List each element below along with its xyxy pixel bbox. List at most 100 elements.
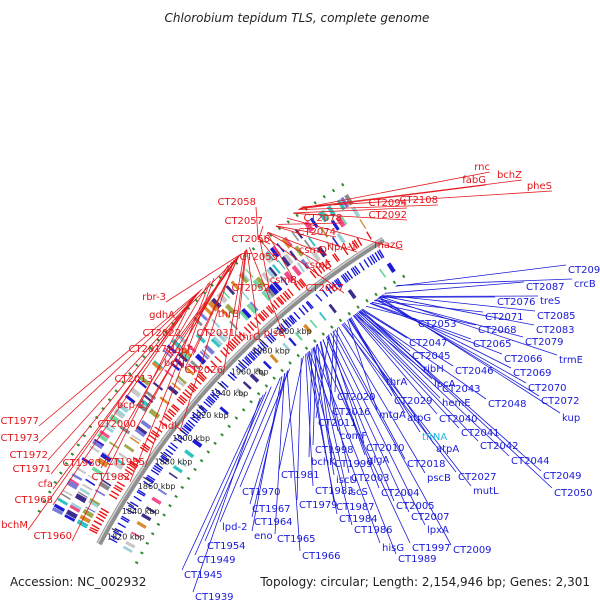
- reverse-gene-label: CT1967: [252, 504, 291, 515]
- reverse-gene: [185, 422, 194, 429]
- reverse-label-leader: [332, 331, 452, 546]
- reverse-label-leader: [377, 297, 524, 338]
- forward-gene-label: CT2026: [184, 365, 223, 376]
- forward-label-leader: [52, 295, 196, 506]
- feature-block: [171, 338, 182, 350]
- feature-block: [194, 353, 207, 365]
- reverse-gene-label: CT1984: [339, 514, 378, 525]
- forward-gene: [98, 510, 108, 517]
- reverse-gene-label: CT1981: [281, 470, 320, 481]
- reverse-gene: [146, 476, 155, 483]
- dotted-guide-rings: [37, 180, 407, 565]
- forward-gene: [124, 468, 133, 476]
- forward-gene-label: csmD: [299, 245, 327, 256]
- genome-backbone-layer: [96, 236, 386, 546]
- tick-label: 1840 kbp: [122, 507, 160, 516]
- forward-gene: [270, 302, 278, 311]
- feature-block: [262, 360, 272, 370]
- forward-label-leader: [300, 179, 523, 209]
- reverse-label-leader: [192, 397, 261, 593]
- forward-gene: [351, 240, 358, 249]
- forward-gene-label: CT2017: [128, 344, 167, 355]
- feature-block: [339, 214, 348, 225]
- forward-label-leader: [246, 249, 261, 343]
- forward-gene-label: rlpA-1: [327, 242, 357, 253]
- feature-block: [249, 373, 260, 383]
- feature-block: [212, 336, 223, 347]
- reverse-gene: [352, 266, 359, 276]
- feature-block: [272, 280, 283, 292]
- reverse-label-leader: [286, 371, 301, 552]
- reverse-gene-label: CT1949: [197, 555, 236, 566]
- reverse-gene-label: atpA: [436, 444, 459, 455]
- feature-block: [62, 489, 73, 497]
- reverse-gene: [110, 535, 120, 541]
- forward-gene: [139, 446, 149, 453]
- reverse-label-leader: [305, 354, 314, 487]
- forward-gene-label: CT2022: [142, 328, 181, 339]
- forward-gene-label: bchJ: [164, 358, 185, 369]
- feature-block: [201, 349, 211, 358]
- reverse-label-leader: [354, 313, 479, 442]
- tick-mark: [143, 476, 151, 482]
- reverse-label-leader: [181, 394, 264, 571]
- feature-block: [77, 491, 88, 499]
- reverse-gene: [163, 451, 172, 459]
- forward-gene-label: rbr-3: [142, 292, 166, 303]
- reverse-gene: [333, 279, 341, 288]
- map-title: Chlorobium tepidum TLS, complete genome: [165, 11, 430, 25]
- feature-block: [177, 375, 187, 385]
- reverse-label-leader: [361, 309, 408, 339]
- tick-mark: [237, 359, 245, 367]
- feature-block: [192, 438, 203, 448]
- reverse-gene-label: CT2065: [473, 339, 512, 350]
- forward-gene: [296, 280, 304, 289]
- feature-block: [359, 219, 367, 230]
- reverse-gene: [250, 350, 258, 358]
- forward-gene: [333, 252, 341, 262]
- feature-block: [216, 332, 227, 343]
- feature-block: [219, 330, 229, 340]
- forward-gene-label: CT1980: [62, 458, 101, 469]
- feature-block: [280, 275, 289, 286]
- reverse-label-leader: [369, 303, 503, 355]
- reverse-gene: [165, 448, 174, 456]
- forward-gene: [93, 520, 103, 526]
- reverse-label-leader: [327, 335, 410, 513]
- reverse-gene: [253, 347, 262, 355]
- reverse-gene-label: CT2016: [332, 407, 371, 418]
- reverse-gene: [176, 433, 185, 441]
- forward-gene: [243, 326, 252, 334]
- feature-block: [101, 479, 112, 487]
- feature-block: [166, 344, 177, 354]
- reverse-gene-label: mutL: [473, 486, 499, 497]
- reverse-label-leader: [313, 346, 347, 488]
- reverse-gene-label: atpG: [407, 413, 431, 424]
- forward-label-leader: [275, 225, 358, 253]
- feature-block: [351, 206, 361, 218]
- forward-gene: [89, 526, 99, 532]
- tick-label: 1900 kbp: [172, 434, 210, 443]
- forward-gene: [238, 331, 246, 339]
- feature-block: [119, 425, 131, 435]
- forward-gene-label: CT1968: [14, 495, 53, 506]
- reverse-label-leader: [334, 329, 406, 460]
- reverse-gene: [184, 424, 192, 431]
- forward-gene: [325, 258, 332, 268]
- forward-gene: [210, 360, 218, 368]
- reverse-gene: [288, 315, 296, 324]
- feature-block: [96, 432, 108, 443]
- reverse-gene-label: CT2048: [488, 399, 527, 410]
- reverse-label-leader: [353, 314, 460, 429]
- reverse-gene: [136, 490, 145, 497]
- reverse-gene-label: CT2011: [318, 418, 357, 429]
- forward-gene: [199, 371, 207, 380]
- reverse-gene-label: CT2066: [504, 354, 543, 365]
- forward-label-leader: [50, 291, 200, 475]
- reverse-gene: [206, 396, 215, 404]
- feature-block: [242, 381, 252, 390]
- dotted-ring: [134, 274, 407, 565]
- feature-block: [204, 344, 215, 355]
- reverse-label-leader: [396, 278, 573, 286]
